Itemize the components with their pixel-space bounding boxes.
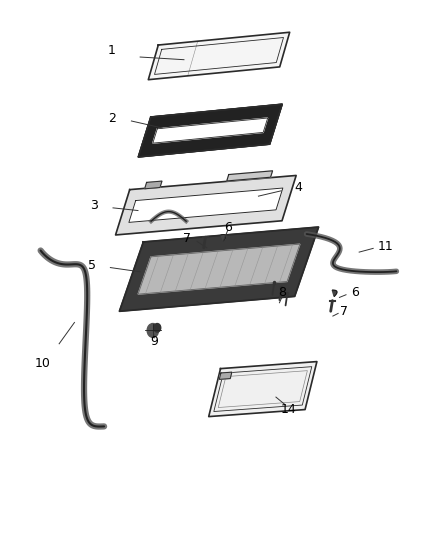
Polygon shape (332, 290, 337, 296)
Polygon shape (129, 188, 283, 222)
Text: 3: 3 (90, 199, 98, 212)
Circle shape (147, 324, 159, 337)
Polygon shape (145, 181, 162, 189)
Polygon shape (219, 372, 232, 379)
Polygon shape (138, 244, 300, 294)
Text: 7: 7 (340, 305, 348, 318)
Text: 8: 8 (279, 286, 286, 298)
Text: 9: 9 (150, 335, 158, 348)
Text: 6: 6 (224, 221, 232, 234)
Polygon shape (120, 227, 318, 311)
Text: 6: 6 (351, 286, 359, 298)
Polygon shape (227, 171, 272, 181)
Text: 2: 2 (108, 112, 116, 125)
Text: 5: 5 (88, 259, 96, 272)
Text: 7: 7 (184, 232, 191, 245)
Polygon shape (221, 235, 226, 241)
Polygon shape (208, 361, 317, 417)
Polygon shape (148, 32, 290, 79)
Text: 11: 11 (378, 240, 393, 253)
Text: 4: 4 (294, 181, 302, 194)
Text: 1: 1 (108, 44, 116, 57)
Polygon shape (138, 104, 282, 157)
Circle shape (154, 324, 161, 332)
Polygon shape (153, 118, 268, 143)
Text: 10: 10 (35, 357, 51, 370)
Polygon shape (116, 175, 296, 235)
Text: 14: 14 (280, 403, 296, 416)
